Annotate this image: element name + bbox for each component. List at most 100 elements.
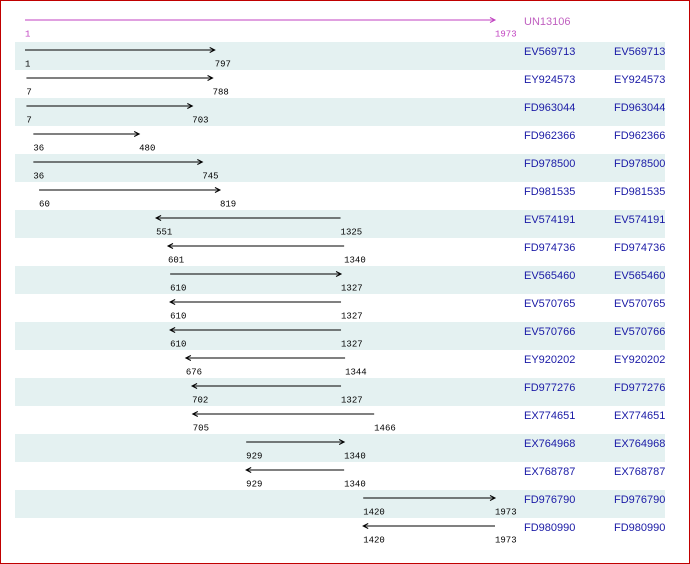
row-band	[15, 490, 665, 518]
sequence-id[interactable]: FD978500	[524, 158, 575, 170]
arrow-head	[166, 243, 174, 249]
sequence-link[interactable]: EV570766	[614, 326, 665, 338]
arrow-head	[197, 159, 204, 165]
arrow-head	[489, 495, 497, 501]
sequence-id[interactable]: FD976790	[524, 494, 575, 506]
sequence-id[interactable]: EY920202	[524, 354, 575, 366]
sequence-id[interactable]: EV569713	[524, 46, 575, 58]
row-band	[15, 266, 665, 294]
reference-id: UN13106	[524, 16, 570, 28]
start-label: 36	[33, 171, 44, 181]
row-band	[15, 322, 665, 350]
end-label: 1340	[344, 451, 366, 461]
sequence-link[interactable]: FD976790	[614, 494, 665, 506]
arrow-head	[169, 327, 176, 333]
start-label: 610	[170, 283, 186, 293]
sequence-id[interactable]: EV570766	[524, 326, 575, 338]
sequence-id[interactable]: EX764968	[524, 438, 575, 450]
sequence-id[interactable]: FD977276	[524, 382, 575, 394]
sequence-id[interactable]: FD981535	[524, 186, 575, 198]
end-label: 1340	[344, 479, 366, 489]
arrow-head	[214, 187, 222, 193]
arrow-head	[338, 439, 346, 445]
end-label: 1327	[341, 283, 363, 293]
sequence-id[interactable]: EV570765	[524, 298, 575, 310]
start-label: 705	[193, 423, 209, 433]
start-label: 7	[26, 87, 31, 97]
start-label: 610	[170, 311, 186, 321]
sequence-id[interactable]: EX774651	[524, 410, 575, 422]
sequence-link[interactable]: EX768787	[614, 466, 665, 478]
start-label: 7	[26, 115, 31, 125]
arrow-head	[207, 75, 214, 81]
sequence-link[interactable]: FD981535	[614, 186, 665, 198]
sequence-link[interactable]: FD962366	[614, 130, 665, 142]
row-band	[15, 434, 665, 462]
start-label: 1420	[363, 535, 385, 545]
sequence-link[interactable]: FD974736	[614, 242, 665, 254]
arrow-head	[362, 523, 369, 529]
arrow-head	[489, 17, 497, 23]
sequence-link[interactable]: EY920202	[614, 354, 665, 366]
end-label: 1973	[495, 535, 517, 545]
end-label: 1325	[341, 227, 363, 237]
sequence-link[interactable]: EX764968	[614, 438, 665, 450]
row-band	[15, 210, 665, 238]
end-label: 1466	[374, 423, 396, 433]
row-band	[15, 378, 665, 406]
sequence-link[interactable]: FD978500	[614, 158, 665, 170]
start-label: 610	[170, 339, 186, 349]
end-label: 745	[202, 171, 218, 181]
end-label: 1344	[345, 367, 367, 377]
sequence-id[interactable]: FD962366	[524, 130, 575, 142]
start-label: 551	[156, 227, 172, 237]
sequence-link[interactable]: EV574191	[614, 214, 665, 226]
end-label: 819	[220, 199, 236, 209]
end-label: 1327	[341, 339, 363, 349]
arrow-head	[335, 271, 343, 277]
sequence-id[interactable]: FD980990	[524, 522, 575, 534]
sequence-link[interactable]: EX774651	[614, 410, 665, 422]
reference-start: 1	[25, 29, 30, 39]
sequence-id[interactable]: EV565460	[524, 270, 575, 282]
sequence-link[interactable]: EV570765	[614, 298, 665, 310]
sequence-id[interactable]: EX768787	[524, 466, 575, 478]
start-label: 36	[33, 143, 44, 153]
sequence-id[interactable]: FD963044	[524, 102, 575, 114]
end-label: 480	[139, 143, 155, 153]
start-label: 676	[186, 367, 202, 377]
start-label: 60	[39, 199, 50, 209]
sequence-link[interactable]: EY924573	[614, 74, 665, 86]
arrow-head	[190, 383, 198, 389]
start-label: 601	[168, 255, 184, 265]
arrow-head	[245, 467, 252, 473]
arrow-head	[209, 47, 216, 53]
arrow-head	[184, 355, 192, 361]
arrow-head	[191, 411, 199, 417]
end-label: 788	[213, 87, 229, 97]
arrow-head	[169, 299, 176, 305]
start-label: 1420	[363, 507, 385, 517]
end-label: 703	[192, 115, 208, 125]
arrow-head	[133, 131, 141, 137]
start-label: 929	[246, 451, 262, 461]
start-label: 702	[192, 395, 208, 405]
end-label: 1340	[344, 255, 366, 265]
sequence-link[interactable]: FD980990	[614, 522, 665, 534]
row-band	[15, 42, 665, 70]
end-label: 797	[215, 59, 231, 69]
start-label: 1	[25, 59, 30, 69]
end-label: 1327	[341, 395, 363, 405]
sequence-link[interactable]: FD977276	[614, 382, 665, 394]
sequence-id[interactable]: EY924573	[524, 74, 575, 86]
sequence-id[interactable]: FD974736	[524, 242, 575, 254]
sequence-link[interactable]: FD963044	[614, 102, 665, 114]
sequence-link[interactable]: EV565460	[614, 270, 665, 282]
arrow-head	[187, 103, 194, 109]
reference-end: 1973	[495, 29, 517, 39]
end-label: 1327	[341, 311, 363, 321]
row-band	[15, 154, 665, 182]
sequence-id[interactable]: EV574191	[524, 214, 575, 226]
end-label: 1973	[495, 507, 517, 517]
sequence-link[interactable]: EV569713	[614, 46, 665, 58]
